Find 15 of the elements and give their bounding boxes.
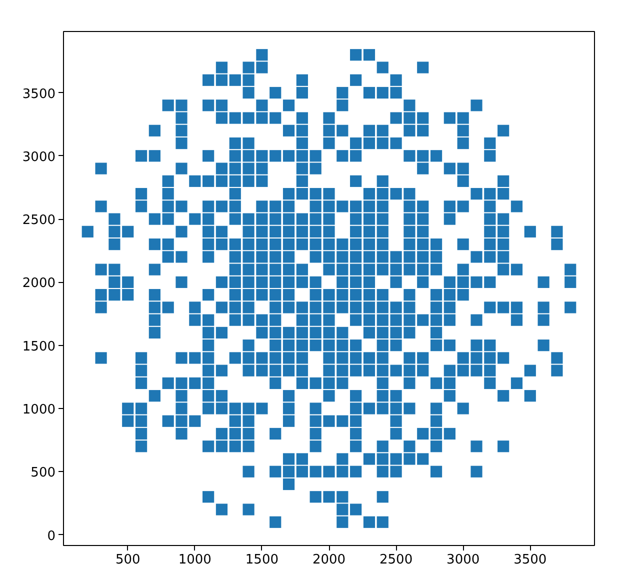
- y-tick-label: 1500: [22, 339, 56, 354]
- x-tick-label: 3000: [446, 552, 480, 568]
- x-tick-label: 1000: [178, 552, 212, 568]
- y-tick-label: 2500: [22, 213, 56, 228]
- x-tick-label: 3500: [514, 552, 547, 568]
- y-tick-label: 500: [30, 466, 56, 481]
- y-tick-label: 0: [47, 528, 56, 544]
- x-tick-label: 500: [115, 552, 140, 568]
- x-tick-label: 2000: [312, 552, 346, 568]
- y-tick-label: 2000: [22, 276, 56, 292]
- y-tick-label: 1000: [22, 402, 56, 418]
- x-tick-label: 2500: [380, 552, 413, 568]
- y-tick-label: 3500: [22, 86, 56, 102]
- x-tick-label: 1500: [245, 552, 279, 568]
- y-tick-label: 3000: [22, 150, 56, 165]
